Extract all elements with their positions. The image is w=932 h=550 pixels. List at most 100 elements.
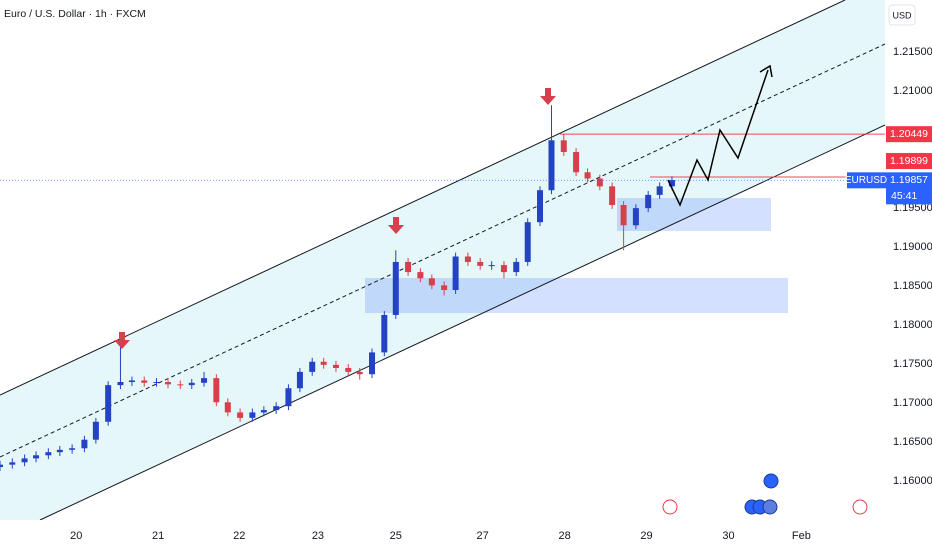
candle-body — [309, 361, 316, 372]
y-tick-label: 1.19500 — [893, 202, 932, 214]
candle-body — [464, 256, 471, 262]
y-tick-label: 1.21000 — [893, 85, 932, 97]
candle-body — [117, 382, 124, 386]
channel-upper — [0, 0, 846, 396]
demand-zone — [365, 278, 788, 313]
projection-path — [667, 69, 769, 207]
candle-body — [33, 455, 40, 459]
candle-body — [668, 180, 675, 187]
candle-body — [417, 272, 424, 279]
x-tick-label: 22 — [233, 530, 245, 542]
price-tag-label: 1.19899 — [890, 155, 928, 167]
candle-body — [500, 265, 507, 273]
projection-arrowhead — [759, 64, 773, 78]
candle-body — [188, 382, 195, 386]
candle-body — [596, 178, 603, 187]
candle-body — [356, 371, 363, 375]
y-tick-label: 1.21500 — [893, 46, 932, 58]
price-tag — [886, 153, 932, 170]
candle-body — [369, 352, 376, 375]
x-tick-label: 21 — [152, 530, 164, 542]
down-arrow — [388, 217, 404, 234]
candle-body — [296, 371, 303, 389]
symbol-tag — [847, 172, 886, 189]
candle-body — [609, 186, 616, 206]
candle-body — [477, 261, 484, 266]
x-tick-label: 23 — [312, 530, 324, 542]
channel-mid — [0, 43, 886, 458]
candle-body — [0, 464, 3, 467]
candle-body — [9, 462, 16, 465]
candle-body — [177, 384, 184, 386]
candle-body — [141, 380, 148, 383]
candle-body — [405, 261, 412, 273]
channel-fill — [0, 0, 885, 520]
currency-label: USD — [892, 10, 912, 20]
candle-body — [224, 402, 231, 413]
candle-body — [441, 285, 448, 291]
x-tick-label: 27 — [477, 530, 489, 542]
price-tag-label: 1.20449 — [890, 128, 928, 140]
y-tick-label: 1.17000 — [893, 397, 932, 409]
candle-body — [332, 364, 339, 368]
y-tick-label: 1.17500 — [893, 358, 932, 370]
candle-body — [513, 261, 520, 273]
candle-body — [56, 449, 63, 453]
y-tick-label: 1.16500 — [893, 436, 932, 448]
candle-body — [81, 439, 88, 449]
candle-body — [128, 380, 135, 383]
time-axis — [0, 520, 885, 550]
candle-body — [584, 172, 591, 179]
candle-body — [201, 378, 208, 383]
event-icon — [763, 473, 779, 489]
candle-body — [213, 378, 220, 403]
candle-body — [92, 421, 99, 440]
price-tag — [886, 172, 932, 205]
down-arrow — [540, 88, 556, 105]
event-icons — [662, 473, 868, 515]
candle-body — [428, 278, 435, 286]
candle-body — [21, 458, 28, 463]
price-axis — [885, 0, 932, 550]
candle-body — [237, 412, 244, 418]
candle-body — [320, 361, 327, 365]
candle-body — [656, 186, 663, 195]
candle-body — [273, 406, 280, 411]
x-tick-label: 30 — [722, 530, 734, 542]
y-tick-label: 1.18500 — [893, 280, 932, 292]
candle-body — [452, 256, 459, 291]
x-tick-label: 28 — [558, 530, 570, 542]
x-tick-label: 25 — [390, 530, 402, 542]
candle-body — [45, 452, 52, 456]
plot-area — [0, 105, 885, 471]
x-tick-label: Feb — [792, 530, 811, 542]
x-tick-label: 20 — [70, 530, 82, 542]
candle-body — [153, 382, 160, 384]
candle-body — [645, 194, 652, 209]
y-tick-label: 1.18000 — [893, 319, 932, 331]
candle-body — [164, 382, 171, 385]
candle-body — [69, 448, 76, 450]
candle-body — [560, 140, 567, 153]
down-arrow — [114, 332, 130, 349]
candle-body — [632, 208, 639, 226]
candle-body — [381, 314, 388, 353]
price-tag — [886, 126, 932, 143]
event-icon — [852, 499, 868, 515]
event-icon — [762, 499, 778, 515]
y-tick-label: 1.19000 — [893, 241, 932, 253]
symbol-tag-label: EURUSD — [845, 175, 887, 186]
candle-body — [488, 265, 495, 267]
candle-body — [620, 205, 627, 226]
candle-body — [537, 190, 544, 223]
event-icon — [662, 499, 678, 515]
y-tick-label: 1.16000 — [893, 475, 932, 487]
candle-body — [249, 412, 256, 418]
candle-body — [260, 410, 267, 413]
candle-body — [573, 152, 580, 173]
price-tag-countdown: 45:41 — [891, 190, 917, 202]
price-tag-label: 1.19857 — [890, 174, 928, 186]
channel-lower — [39, 124, 886, 521]
candle-body — [285, 388, 292, 407]
